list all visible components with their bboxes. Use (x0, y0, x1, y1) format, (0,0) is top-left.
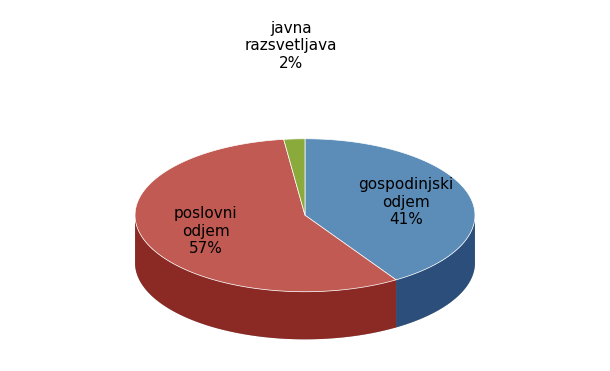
Polygon shape (305, 215, 396, 328)
Text: javna
razsvetljava
2%: javna razsvetljava 2% (245, 21, 337, 70)
Text: gospodinjski
odjem
41%: gospodinjski odjem 41% (359, 177, 454, 227)
Polygon shape (305, 215, 396, 328)
Polygon shape (396, 216, 475, 328)
Polygon shape (135, 216, 396, 339)
Polygon shape (284, 139, 305, 215)
Polygon shape (135, 263, 475, 339)
Text: poslovni
odjem
57%: poslovni odjem 57% (174, 206, 238, 256)
Polygon shape (135, 139, 396, 292)
Polygon shape (305, 139, 475, 280)
